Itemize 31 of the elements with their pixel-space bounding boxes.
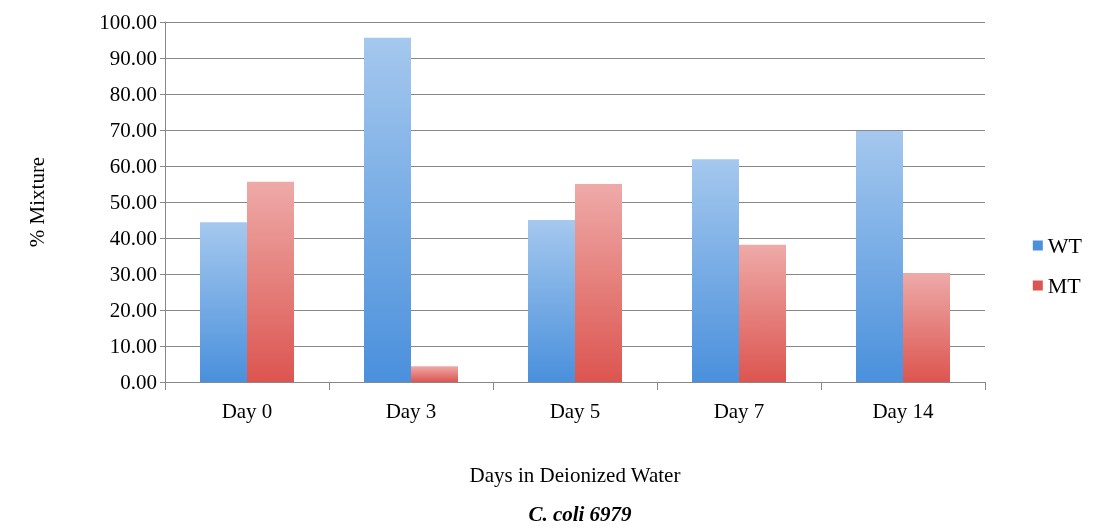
y-tick-label: 90.00 [109,46,157,70]
y-tick-label: 10.00 [109,334,157,358]
x-tick-label: Day 0 [221,398,273,423]
x-tick-label: Day 7 [713,398,765,423]
bar [411,366,458,382]
bar [528,220,575,382]
bar [903,272,950,382]
y-tick-label: 30.00 [109,262,157,286]
y-tick-label: 50.00 [109,190,157,214]
x-tick-label: Day 5 [549,398,601,423]
x-tick-label: Day 14 [872,398,935,423]
legend-label: WT [1047,233,1083,258]
bar [575,184,622,382]
y-tick-label: 0.00 [120,370,157,394]
text: C. coli 6979 [528,501,633,526]
bar [739,244,786,382]
y-tick-label: 100.00 [99,10,157,34]
bar [364,37,411,382]
bar [856,131,903,382]
bar [247,181,294,382]
y-tick-label: 70.00 [109,118,157,142]
y-tick-label: 80.00 [109,82,157,106]
y-tick-label: 60.00 [109,154,157,178]
y-axis-title: % Mixture [24,156,49,248]
bar [200,222,247,382]
x-tick-label: Day 3 [385,398,437,423]
legend-label: MT [1047,273,1082,298]
bar [692,159,739,382]
y-tick-label: 20.00 [109,298,157,322]
x-axis-title: Days in Deionized Water [469,462,681,487]
y-tick-label: 40.00 [109,226,157,250]
